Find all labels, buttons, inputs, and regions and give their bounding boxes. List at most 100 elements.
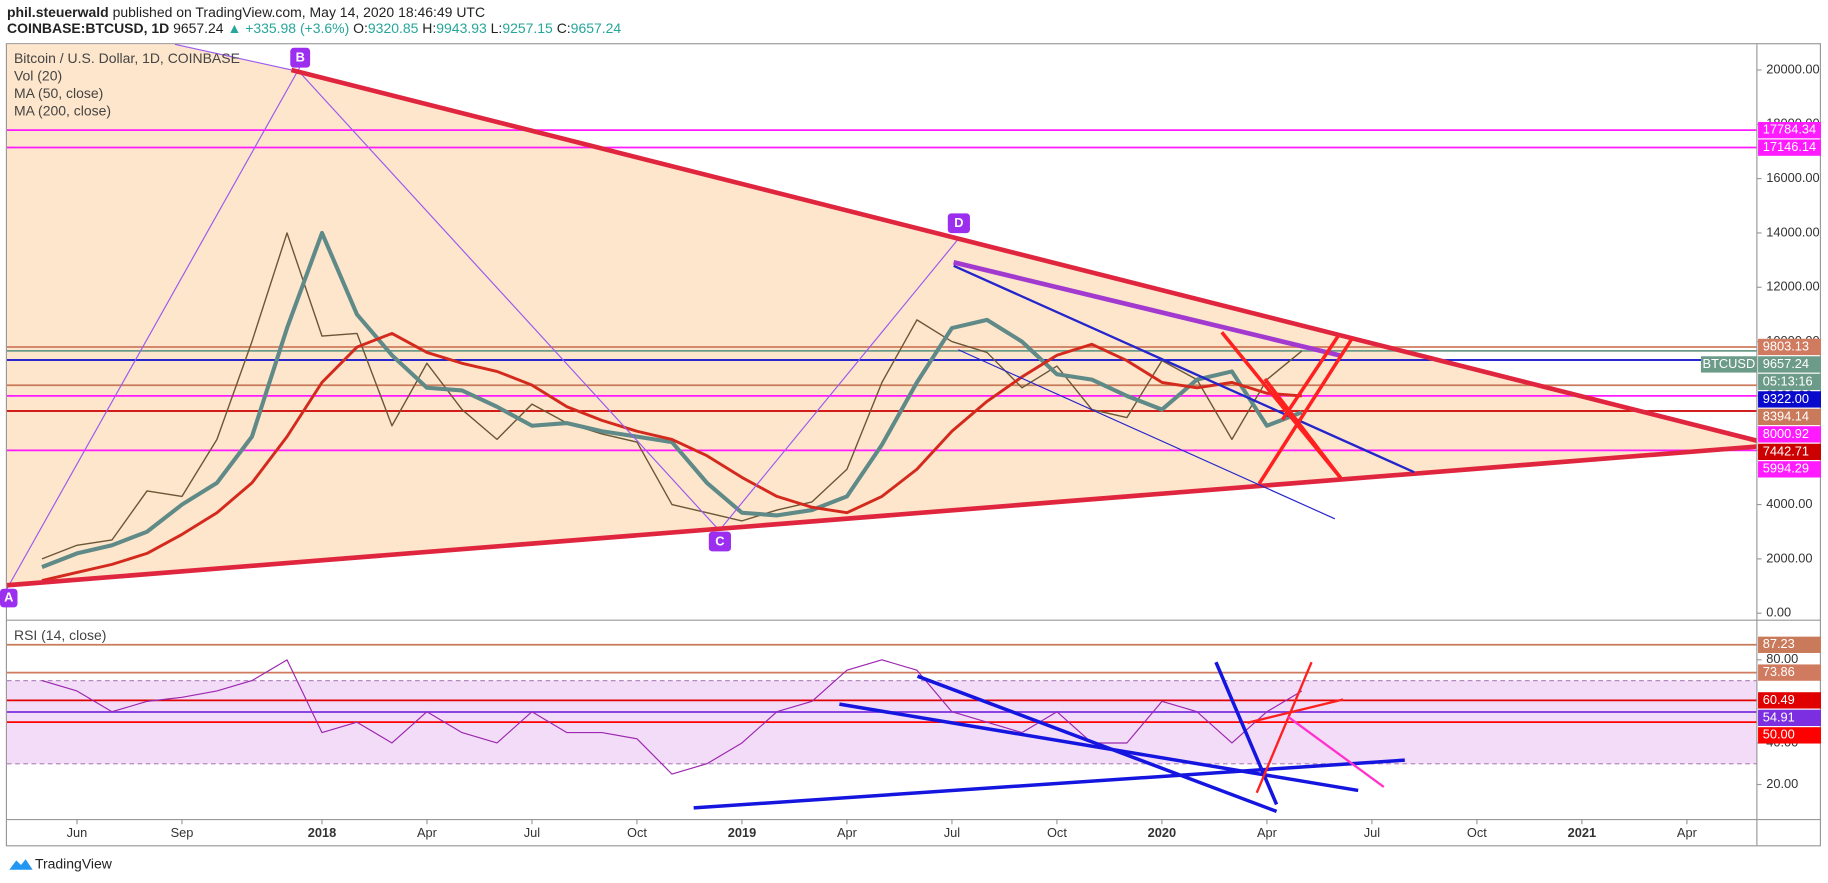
marker-label: C: [715, 534, 724, 549]
ohlc-value: 9657.24: [571, 20, 622, 36]
rsi-trendline: [1214, 661, 1279, 806]
header-line: phil.steuerwald published on TradingView…: [7, 4, 485, 20]
y-tick-label: 2000.00: [1766, 550, 1812, 565]
symbol: COINBASE:BTCUSD, 1D: [7, 20, 169, 36]
level-label: 9322.00: [1763, 391, 1809, 406]
pane-title: RSI (14, close): [14, 627, 106, 643]
pane-title: Bitcoin / U.S. Dollar, 1D, COINBASE: [14, 50, 240, 66]
level-label-box: [1758, 692, 1822, 709]
y-tick-label: 0.00: [1766, 605, 1791, 620]
trendline: [174, 43, 292, 71]
level-label: 8394.14: [1763, 408, 1809, 423]
rsi-trendline: [916, 674, 1278, 814]
rsi-trendline: [1255, 661, 1313, 794]
countdown-box: [1758, 373, 1822, 391]
level-label: 7442.71: [1763, 443, 1809, 458]
level-label: 8000.92: [1763, 426, 1809, 441]
level-label: 17784.34: [1763, 122, 1816, 137]
level-label: 9657.24: [1763, 356, 1809, 371]
x-tick-label: Apr: [837, 825, 858, 840]
trendline: [299, 71, 720, 531]
marker-label: D: [954, 215, 963, 230]
marker-label: A: [4, 589, 13, 604]
author: phil.steuerwald: [7, 4, 109, 20]
rsi-trendline: [1247, 698, 1344, 724]
x-tick-label: Apr: [417, 825, 438, 840]
ohlc-value: 9257.15: [502, 20, 553, 36]
x-tick-label: Oct: [1467, 825, 1487, 840]
trendline: [6, 67, 301, 590]
rsi-trendline: [1287, 716, 1385, 788]
x-tick-label: 2018: [308, 825, 337, 840]
level-label: 9803.13: [1763, 338, 1809, 353]
level-label-box: [1758, 709, 1822, 727]
axes: 0.002000.004000.006000.008000.0010000.00…: [67, 61, 1822, 840]
trendline: [718, 238, 959, 531]
level-label: 87.23: [1763, 636, 1795, 651]
symbol-box: [1700, 356, 1757, 373]
level-label-box: [1758, 727, 1822, 744]
series-line: [41, 331, 1302, 583]
level-label-box: [1758, 664, 1822, 681]
x-tick-label: Apr: [1677, 825, 1698, 840]
marker-box: [947, 213, 970, 234]
marker-label: B: [296, 50, 305, 65]
x-tick-label: 2021: [1568, 825, 1597, 840]
level-label-box: [1758, 636, 1822, 653]
x-tick-label: Jul: [1364, 825, 1380, 840]
legend-entry: MA (50, close): [14, 85, 103, 101]
triangle-top: [290, 67, 1758, 443]
drawings: [6, 43, 1758, 814]
legend: Bitcoin / U.S. Dollar, 1D, COINBASE Vol (…: [14, 50, 240, 643]
trendline: [1257, 337, 1354, 485]
marker-box: [708, 531, 731, 552]
level-label-box: [1758, 139, 1822, 156]
change-arrow: ▲: [227, 20, 241, 36]
ohlc-key: L:: [491, 20, 503, 36]
rsi-trendline: [693, 758, 1405, 810]
level-label: 73.86: [1763, 664, 1795, 679]
marker-box: [0, 588, 18, 608]
x-tick-label: Jul: [944, 825, 960, 840]
symbol-line: COINBASE:BTCUSD, 1D 9657.24 ▲ +335.98 (+…: [7, 20, 621, 36]
trendline: [1263, 377, 1343, 480]
y-tick-label: 12000.00: [1766, 279, 1819, 294]
trendline: [953, 264, 1415, 474]
published: published on TradingView.com, May 14, 20…: [113, 4, 485, 20]
change: +335.98 (+3.6%): [245, 20, 349, 36]
level-label-box: [1758, 356, 1822, 373]
triangle-bottom: [6, 444, 1758, 588]
series-line: [41, 230, 1303, 569]
trendline: [958, 349, 1336, 520]
x-tick-label: 2019: [728, 825, 757, 840]
y-tick-label: 14000.00: [1766, 224, 1819, 239]
legend-entry: MA (200, close): [14, 103, 111, 119]
y-tick-label: 4000.00: [1766, 496, 1812, 511]
rsi-trendline: [839, 702, 1359, 793]
ohlc-value: 9943.93: [436, 20, 487, 36]
x-tick-label: Apr: [1257, 825, 1278, 840]
legend-entry: Vol (20): [14, 68, 62, 84]
level-label-box: [1758, 391, 1822, 408]
level-label: 54.91: [1763, 709, 1795, 724]
y-tick-label: 20.00: [1766, 776, 1798, 791]
level-label-box: [1758, 408, 1822, 426]
level-label: 50.00: [1763, 727, 1795, 742]
x-tick-label: Oct: [627, 825, 647, 840]
level-label: 5994.29: [1763, 461, 1809, 476]
symbol-label: BTCUSD: [1703, 356, 1756, 371]
y-tick-label: 16000.00: [1766, 170, 1819, 185]
ohlc-value: 9320.85: [368, 20, 419, 36]
x-tick-label: Oct: [1047, 825, 1067, 840]
level-label-box: [1758, 443, 1822, 461]
trendline: [1280, 334, 1340, 421]
ohlc-key: O:: [353, 20, 368, 36]
level-label-box: [1758, 426, 1822, 443]
y-tick-label: 20000.00: [1766, 61, 1819, 76]
x-tick-label: Sep: [171, 825, 194, 840]
x-tick-label: Jul: [524, 825, 540, 840]
point-markers: A B C D: [0, 47, 970, 608]
level-label: 17146.14: [1763, 139, 1816, 154]
trendline: [953, 260, 1342, 358]
